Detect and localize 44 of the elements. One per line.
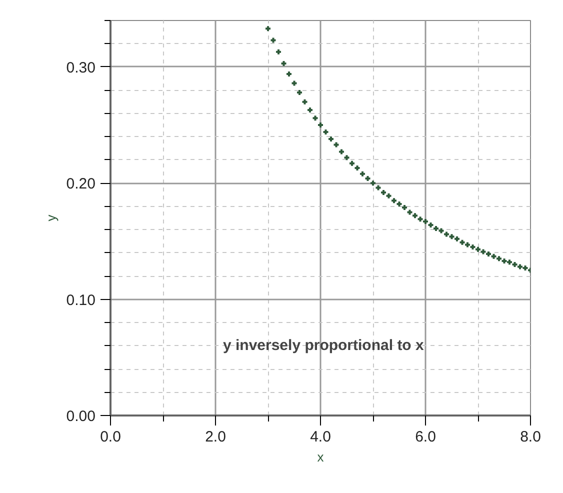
point — [328, 136, 334, 142]
y-tick-label: 0.00 — [66, 408, 96, 425]
point — [390, 197, 398, 204]
point — [438, 227, 445, 234]
point — [364, 175, 372, 182]
x-tick-label: 6.0 — [415, 428, 436, 446]
point — [338, 148, 345, 156]
point — [448, 233, 456, 240]
point — [464, 241, 471, 248]
point — [454, 235, 460, 242]
point — [312, 114, 319, 122]
point — [406, 208, 414, 216]
point — [490, 252, 498, 260]
point — [264, 25, 272, 32]
point — [348, 160, 356, 167]
x-tick-label: 4.0 — [310, 428, 331, 446]
point — [385, 192, 392, 200]
point — [275, 48, 282, 56]
point — [270, 36, 277, 44]
point — [443, 230, 450, 238]
point — [370, 180, 376, 187]
point — [343, 154, 350, 162]
x-tick-label: 0.0 — [100, 428, 121, 446]
point — [332, 141, 340, 148]
y-tick-label: 0.20 — [66, 176, 96, 193]
x-axis-title: x — [317, 450, 324, 464]
point — [506, 258, 513, 266]
point — [458, 238, 466, 246]
point — [412, 212, 418, 220]
point — [416, 216, 424, 223]
point — [374, 184, 382, 192]
annotation: y inversely proportional to x — [222, 337, 425, 354]
y-tick-label: 0.10 — [66, 292, 96, 309]
point — [290, 80, 298, 87]
point — [480, 248, 487, 256]
point — [496, 255, 502, 262]
point — [359, 170, 366, 178]
point — [301, 98, 308, 106]
point — [516, 263, 524, 270]
y-axis-title: y — [43, 214, 58, 222]
x-tick-label: 8.0 — [520, 428, 541, 446]
x-tick-label: 2.0 — [205, 428, 226, 446]
y-tick-label: 0.30 — [66, 59, 96, 76]
point — [474, 246, 482, 253]
